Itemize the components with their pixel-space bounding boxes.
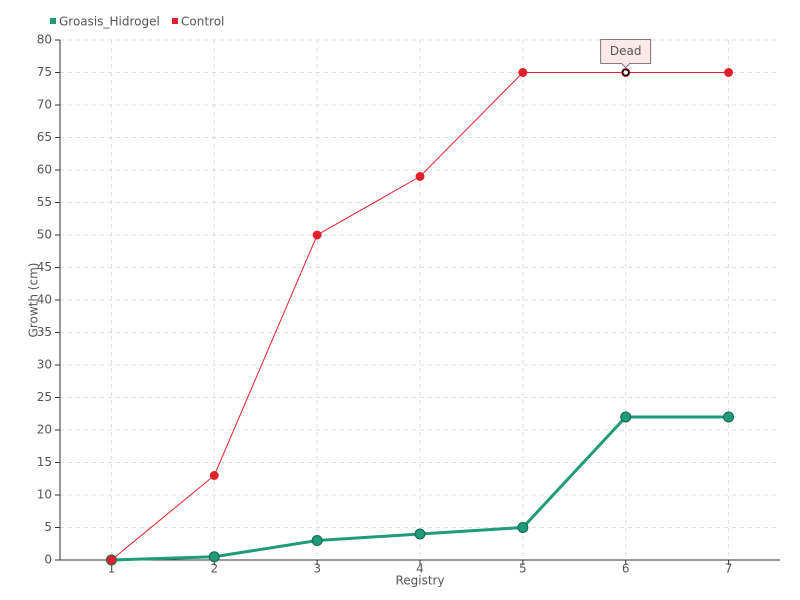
annotation-text: Dead: [610, 44, 642, 58]
y-tick-label: 70: [37, 98, 52, 112]
x-tick-label: 7: [725, 562, 733, 576]
x-tick-label: 2: [210, 562, 218, 576]
data-point: [723, 411, 735, 423]
data-point: [620, 411, 632, 423]
legend-swatch: [50, 18, 56, 24]
y-tick-label: 60: [37, 163, 52, 177]
annotation-box: [600, 39, 652, 69]
data-point: [518, 68, 528, 77]
data-point: [415, 172, 425, 181]
x-tick-label: 1: [108, 562, 116, 576]
data-point: [209, 471, 219, 480]
data-point: [208, 551, 220, 563]
data-point: [517, 522, 529, 533]
y-tick-label: 45: [37, 260, 52, 274]
data-point: [311, 535, 323, 546]
y-tick-label: 80: [37, 33, 52, 47]
y-tick-label: 35: [37, 325, 52, 339]
y-tick-label: 20: [37, 423, 52, 437]
legend-label: Groasis_Hidrogel: [59, 15, 160, 29]
y-tick-label: 25: [37, 390, 52, 404]
y-tick-label: 75: [37, 65, 52, 79]
y-tick-label: 55: [37, 195, 52, 209]
y-tick-label: 65: [37, 130, 52, 144]
data-point: [724, 68, 734, 77]
data-point: [106, 555, 116, 565]
x-axis-label: Registry: [395, 574, 444, 588]
legend-label: Control: [181, 15, 224, 29]
y-tick-label: 50: [37, 228, 52, 242]
x-tick-label: 4: [416, 562, 424, 576]
annotation-point: [621, 68, 630, 77]
x-tick-label: 6: [622, 562, 630, 576]
y-tick-label: 15: [37, 455, 52, 469]
x-tick-label: 5: [519, 562, 527, 576]
data-point: [312, 230, 322, 240]
y-tick-label: 0: [44, 553, 52, 567]
y-axis-label: Growth (cm): [27, 263, 41, 338]
legend-swatch: [172, 18, 178, 24]
y-tick-label: 30: [37, 358, 52, 372]
y-tick-label: 40: [37, 293, 52, 307]
data-point: [414, 528, 426, 540]
x-tick-label: 3: [313, 562, 321, 576]
y-tick-label: 10: [37, 488, 52, 502]
y-tick-label: 5: [44, 520, 52, 534]
